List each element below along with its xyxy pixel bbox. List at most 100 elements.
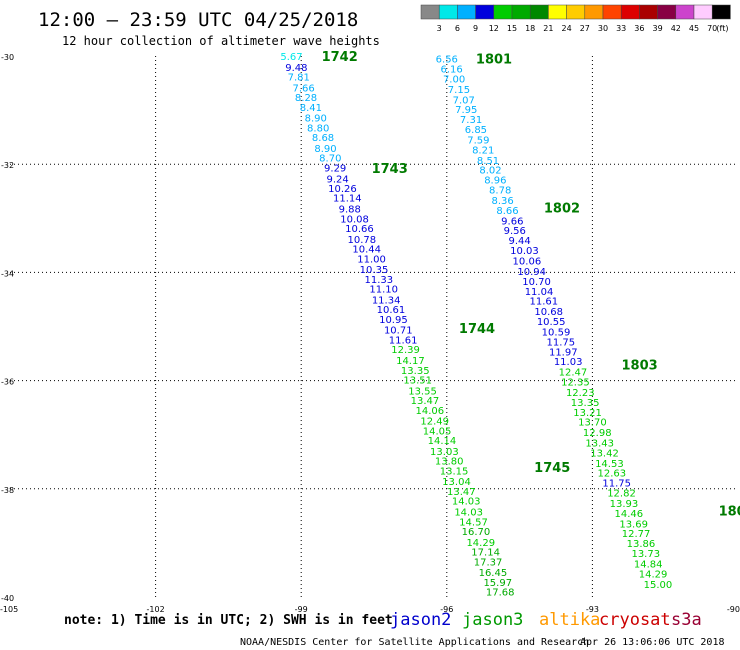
swh-value: 11.61 bbox=[530, 297, 559, 308]
swh-value: 13.42 bbox=[590, 449, 619, 460]
swh-value: 12.23 bbox=[566, 388, 595, 399]
swh-value: 14.46 bbox=[614, 509, 643, 520]
swh-value: 15.00 bbox=[644, 580, 673, 591]
swh-value: 10.78 bbox=[348, 235, 377, 246]
color-swatch bbox=[457, 4, 476, 20]
swh-value: 8.90 bbox=[305, 114, 327, 125]
swh-value: 13.43 bbox=[585, 438, 614, 449]
x-tick-label: -105 bbox=[0, 605, 18, 614]
swh-value: 9.66 bbox=[501, 216, 523, 227]
color-swatch bbox=[529, 4, 549, 20]
color-swatch bbox=[639, 4, 658, 20]
swh-value: 12.77 bbox=[622, 529, 651, 540]
y-tick-label: -32 bbox=[1, 161, 14, 170]
swh-value: 9.56 bbox=[504, 226, 526, 237]
swh-value: 6.56 bbox=[436, 55, 458, 66]
swh-value: 12.98 bbox=[583, 428, 612, 439]
units-note: note: 1) Time is in UTC; 2) SWH is in fe… bbox=[64, 613, 393, 628]
grid-lines bbox=[10, 56, 738, 597]
color-threshold-label: 36 bbox=[634, 24, 644, 33]
color-swatch bbox=[420, 4, 440, 20]
swh-value: 9.24 bbox=[326, 174, 348, 185]
swh-value: 9.44 bbox=[508, 236, 530, 247]
color-swatch bbox=[438, 4, 458, 20]
footer-credit: NOAA/NESDIS Center for Satellite Applica… bbox=[240, 637, 589, 648]
pass-time-label: 1804 bbox=[719, 504, 740, 519]
swh-value: 8.68 bbox=[312, 133, 334, 144]
y-tick-label: -30 bbox=[1, 53, 14, 62]
swh-value: 14.53 bbox=[595, 459, 624, 470]
swh-value: 11.34 bbox=[372, 295, 401, 306]
swh-value: 11.75 bbox=[602, 478, 631, 489]
color-threshold-label: 39 bbox=[653, 24, 663, 33]
swh-value: 9.88 bbox=[339, 205, 361, 216]
swh-value: 11.04 bbox=[525, 287, 554, 298]
x-tick-label: -90 bbox=[727, 605, 740, 614]
swh-value: 13.03 bbox=[430, 447, 459, 458]
color-threshold-label: 9 bbox=[473, 24, 478, 33]
swh-value: 7.81 bbox=[288, 73, 310, 84]
color-unit-label: (ft) bbox=[716, 24, 728, 33]
color-threshold-label: 3 bbox=[437, 24, 442, 33]
color-threshold-label: 30 bbox=[598, 24, 608, 33]
swh-value: 14.03 bbox=[454, 508, 483, 519]
swh-value: 8.80 bbox=[307, 123, 329, 134]
swh-value: 10.68 bbox=[534, 307, 563, 318]
swh-value: 14.29 bbox=[466, 538, 495, 549]
pass-time-label: 1802 bbox=[544, 201, 580, 216]
satellite-legend-item: jason2 bbox=[390, 610, 451, 630]
color-swatch bbox=[511, 4, 531, 20]
swh-value: 10.06 bbox=[513, 256, 542, 267]
color-threshold-label: 12 bbox=[489, 24, 499, 33]
swh-value: 15.97 bbox=[483, 578, 512, 589]
color-threshold-label: 18 bbox=[525, 24, 535, 33]
pass-time-label: 1803 bbox=[622, 358, 658, 373]
color-swatch bbox=[493, 4, 513, 20]
swh-value: 10.26 bbox=[328, 184, 357, 195]
swh-value: 11.10 bbox=[369, 285, 398, 296]
swh-value: 11.97 bbox=[549, 347, 578, 358]
footer-timestamp: Apr 26 13:06:06 UTC 2018 bbox=[580, 637, 725, 648]
swh-value: 14.57 bbox=[459, 517, 488, 528]
wave-height-values: 5.679.487.817.668.288.418.908.808.688.90… bbox=[280, 52, 672, 599]
swh-value: 12.49 bbox=[420, 417, 449, 428]
swh-value: 13.86 bbox=[627, 539, 656, 550]
swh-value: 14.03 bbox=[452, 497, 481, 508]
swh-value: 17.14 bbox=[471, 548, 500, 559]
swh-value: 14.14 bbox=[428, 436, 457, 447]
color-swatch bbox=[675, 4, 695, 20]
satellite-legend-item: jason3 bbox=[462, 610, 523, 630]
swh-value: 8.41 bbox=[300, 103, 322, 114]
swh-value: 7.07 bbox=[453, 95, 475, 106]
color-threshold-label: 6 bbox=[455, 24, 460, 33]
color-swatch bbox=[548, 4, 567, 20]
pass-time-label: 1744 bbox=[459, 322, 495, 337]
swh-value: 13.73 bbox=[631, 549, 660, 560]
swh-value: 11.61 bbox=[389, 335, 418, 346]
color-swatch bbox=[693, 4, 713, 20]
color-swatch bbox=[620, 4, 640, 20]
pass-time-label: 1742 bbox=[322, 50, 358, 65]
swh-value: 12.47 bbox=[559, 367, 588, 378]
swh-value: 13.21 bbox=[573, 408, 602, 419]
y-tick-label: -36 bbox=[1, 378, 14, 387]
swh-value: 8.66 bbox=[496, 206, 518, 217]
color-swatch bbox=[475, 4, 495, 20]
swh-value: 10.70 bbox=[522, 277, 551, 288]
swh-value: 8.78 bbox=[489, 186, 511, 197]
x-tick-label: -99 bbox=[295, 605, 308, 614]
chart-subtitle: 12 hour collection of altimeter wave hei… bbox=[62, 34, 380, 48]
swh-value: 9.29 bbox=[324, 163, 346, 174]
color-swatch bbox=[602, 4, 622, 20]
swh-value: 10.61 bbox=[377, 305, 406, 316]
swh-value: 7.59 bbox=[467, 135, 489, 146]
swh-value: 14.84 bbox=[634, 559, 663, 570]
swh-value: 8.02 bbox=[479, 166, 501, 177]
color-threshold-label: 45 bbox=[689, 24, 699, 33]
swh-value: 13.35 bbox=[401, 366, 430, 377]
swh-value: 10.95 bbox=[379, 315, 408, 326]
swh-value: 10.94 bbox=[517, 267, 546, 278]
satellite-legend-item: s3a bbox=[671, 610, 702, 630]
swh-value: 14.05 bbox=[423, 426, 452, 437]
